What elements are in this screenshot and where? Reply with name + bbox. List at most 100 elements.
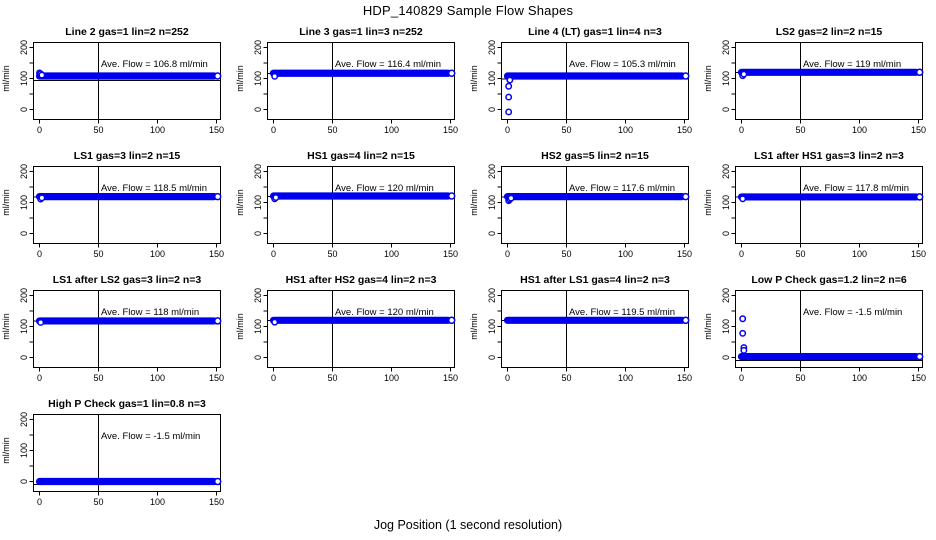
last-data-point [681,72,690,80]
subplot-4: LS2 gas=2 lin=2 n=15 0 100 200 ml/min 0 50 100 1… [702,22,936,146]
y-axis-tick-label: 100 [19,195,29,210]
x-axis-tick-label: 150 [209,497,224,507]
y-axis-tick-label: 0 [19,355,29,360]
x-axis-tick-label: 50 [795,125,805,135]
ave-flow-label: Ave. Flow = -1.5 ml/min [101,431,200,442]
transient-data-point [271,318,279,326]
x-axis-tick-label: 0 [271,249,276,259]
y-axis-title: ml/min [469,313,479,340]
last-data-point [447,192,456,200]
transient-data-point [740,70,748,78]
y-axis-tick-label: 100 [721,319,731,334]
x-axis-tick-label: 50 [327,373,337,383]
last-data-point [447,69,456,77]
ave-flow-label: Ave. Flow = 119 ml/min [803,59,901,70]
y-axis-tick-label: 0 [721,107,731,112]
x-axis-tick-label: 150 [677,249,692,259]
subplot-title: LS2 gas=2 lin=2 n=15 [776,26,883,38]
y-axis-title: ml/min [1,65,11,92]
y-axis-title: ml/min [703,65,713,92]
subplot-8: LS1 after HS1 gas=3 lin=2 n=3 0 100 200 ml/m… [702,146,936,270]
transient-data-point [272,194,280,201]
subplot-title: Line 4 (LT) gas=1 lin=4 n=3 [528,26,662,38]
x-axis-tick-label: 50 [93,125,103,135]
y-axis-tick-label: 0 [19,107,29,112]
y-axis-tick-label: 200 [487,164,497,179]
transient-data-point [739,195,747,203]
transient-data-point [507,194,515,202]
transient-data-point [506,76,514,84]
subplot-title: High P Check gas=1 lin=0.8 n=3 [48,398,206,410]
x-axis-tick-label: 100 [384,125,399,135]
x-axis-tick-label: 50 [327,125,337,135]
subplot-canvas-1: Line 2 gas=1 lin=2 n=252 0 100 200 ml/min 0 50… [1,26,224,135]
last-data-point [681,316,690,325]
x-axis-tick-label: 150 [911,249,926,259]
ave-flow-label: Ave. Flow = 118 ml/min [101,307,199,318]
last-data-point [681,192,690,201]
x-axis-tick-label: 100 [150,249,165,259]
subplot-canvas-10: HS1 after HS2 gas=4 lin=2 n=3 0 100 200 ml/m… [235,274,458,383]
y-axis-tick-label: 100 [721,195,731,210]
y-axis-tick-label: 100 [19,443,29,458]
plot-box [33,290,221,368]
x-axis-tick-label: 100 [384,373,399,383]
y-axis-tick-label: 200 [253,164,263,179]
y-axis-tick-label: 100 [253,195,263,210]
x-axis-tick-label: 100 [150,497,165,507]
ave-flow-label: Ave. Flow = 118.5 ml/min [101,183,207,194]
y-axis-tick-label: 200 [721,288,731,303]
last-data-point [213,477,222,486]
x-axis-tick-label: 0 [505,373,510,383]
x-axis-tick-label: 50 [93,373,103,383]
x-axis-tick-label: 0 [505,249,510,259]
transient-data-point [38,194,46,202]
last-data-point [213,72,222,80]
subplot-canvas-11: HS1 after LS1 gas=4 lin=2 n=3 0 100 200 ml/m… [469,274,692,383]
x-axis-tick-label: 150 [443,373,458,383]
subplot-canvas-9: LS1 after LS2 gas=3 lin=2 n=3 0 100 200 ml/m… [1,274,224,383]
subplot-canvas-5: LS1 gas=3 lin=2 n=15 0 100 200 ml/min 0 50 100 1… [1,150,224,259]
x-axis-tick-label: 100 [852,125,867,135]
plot-box [267,166,455,244]
x-axis-tick-label: 50 [795,373,805,383]
last-data-point [915,352,924,361]
transient-data-point [739,329,747,337]
x-axis-tick-label: 0 [37,125,42,135]
subplot-12: Low P Check gas=1.2 lin=2 n=6 0 100 200 ml/m… [702,270,936,394]
x-axis-tick-label: 100 [384,249,399,259]
y-axis-title: ml/min [1,313,11,340]
x-axis-tick-label: 0 [37,373,42,383]
subplot-title: Line 3 gas=1 lin=3 n=252 [299,26,423,38]
x-axis-tick-label: 0 [739,373,744,383]
y-axis-title: ml/min [469,189,479,216]
x-axis-tick-label: 0 [37,249,42,259]
last-data-point [447,316,456,325]
last-data-point [915,68,924,77]
subplot-canvas-8: LS1 after HS1 gas=3 lin=2 n=3 0 100 200 ml/m… [703,150,926,259]
x-axis-tick-label: 150 [443,249,458,259]
y-axis-tick-label: 100 [253,71,263,86]
y-axis-tick-label: 0 [253,231,263,236]
x-axis-tick-label: 150 [911,125,926,135]
y-axis-tick-label: 200 [19,40,29,55]
ave-flow-label: Ave. Flow = 120 ml/min [335,183,434,194]
y-axis-tick-label: 100 [487,71,497,86]
y-axis-title: ml/min [235,189,245,216]
transient-data-point [505,82,513,90]
x-axis-tick-label: 150 [677,373,692,383]
subplot-6: HS1 gas=4 lin=2 n=15 0 100 200 ml/min 0 50 100 1… [234,146,468,270]
subplot-canvas-12: Low P Check gas=1.2 lin=2 n=6 0 100 200 ml/m… [703,274,926,383]
x-axis-tick-label: 0 [505,125,510,135]
y-axis-tick-label: 0 [721,231,731,236]
x-axis-tick-label: 150 [911,373,926,383]
plot-box [735,42,923,120]
subplot-canvas-13: High P Check gas=1 lin=0.8 n=3 0 100 200 ml/… [1,398,224,507]
ave-flow-label: Ave. Flow = 106.8 ml/min [101,59,208,70]
subplot-title: LS1 after HS1 gas=3 lin=2 n=3 [754,150,904,162]
x-axis-tick-label: 0 [271,373,276,383]
y-axis-title: ml/min [703,189,713,216]
y-axis-tick-label: 0 [253,107,263,112]
plot-box [735,290,923,368]
